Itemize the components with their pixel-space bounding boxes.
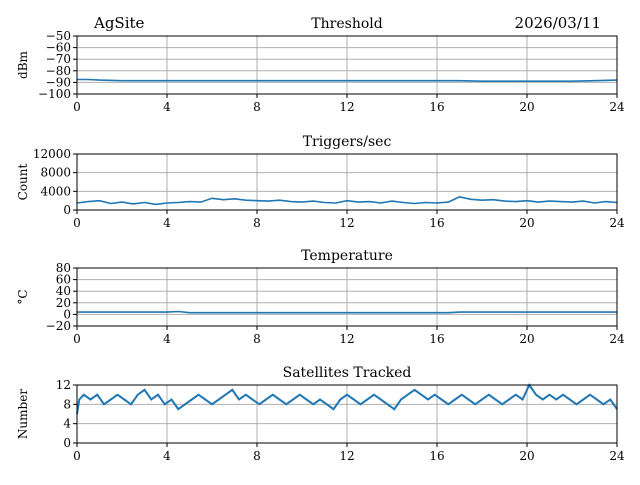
series-line — [76, 382, 618, 415]
y-tick-label: 80 — [56, 261, 71, 275]
x-tick-label: 20 — [519, 216, 534, 230]
y-tick-label: −20 — [46, 319, 71, 333]
x-tick-label: 16 — [429, 100, 444, 114]
y-tick-label: 20 — [56, 296, 71, 310]
x-tick-label: 0 — [73, 100, 81, 114]
y-axis-label: °C — [16, 289, 30, 304]
x-tick-label: 16 — [429, 332, 444, 346]
x-tick-label: 20 — [519, 100, 534, 114]
y-tick-label: −70 — [46, 52, 71, 66]
y-tick-label: −50 — [46, 29, 71, 43]
x-tick-label: 8 — [253, 100, 261, 114]
report-date: 2026/03/11 — [515, 14, 601, 32]
x-tick-label: 8 — [253, 449, 261, 463]
x-tick-label: 4 — [163, 449, 171, 463]
x-tick-label: 12 — [339, 216, 354, 230]
y-axis-label: dBm — [16, 50, 30, 79]
chart-panel-1: 0 4 8 12 16 20 24 0 4000 8000 12000 Triggers/sec Cou… — [16, 134, 625, 230]
y-tick-label: 8000 — [40, 166, 71, 180]
series-line — [76, 196, 618, 206]
chart-panel-0: 0 4 8 12 16 20 24 −100−90−80−70−60−50 Threshold d… — [16, 16, 625, 114]
chart-title: Triggers/sec — [303, 134, 392, 150]
x-tick-label: 0 — [73, 216, 81, 230]
x-tick-label: 16 — [429, 216, 444, 230]
x-tick-label: 4 — [163, 332, 171, 346]
y-tick-label: 40 — [56, 284, 71, 298]
y-tick-label: 12000 — [33, 147, 71, 161]
x-tick-label: 8 — [253, 332, 261, 346]
y-tick-label: 4000 — [40, 184, 71, 198]
x-tick-label: 12 — [339, 449, 354, 463]
x-tick-label: 24 — [609, 100, 625, 114]
y-axis-label: Number — [16, 389, 30, 439]
y-tick-label: 4 — [63, 417, 71, 431]
x-tick-label: 20 — [519, 332, 534, 346]
site-name: AgSite — [93, 14, 145, 32]
y-tick-label: 12 — [56, 378, 71, 392]
x-tick-label: 24 — [609, 449, 625, 463]
y-tick-label: 60 — [56, 273, 71, 287]
x-tick-label: 8 — [253, 216, 261, 230]
x-tick-label: 4 — [163, 100, 171, 114]
series-line — [77, 78, 618, 82]
y-axis-label: Count — [16, 163, 30, 200]
y-tick-label: 0 — [63, 436, 71, 450]
y-tick-label: 0 — [63, 203, 71, 217]
x-tick-label: 20 — [519, 449, 534, 463]
x-tick-label: 12 — [339, 332, 354, 346]
y-tick-label: −60 — [46, 41, 71, 55]
chart-title: Threshold — [311, 16, 382, 32]
series-line — [77, 310, 617, 314]
chart-title: Temperature — [301, 248, 393, 264]
x-tick-label: 24 — [609, 216, 625, 230]
x-tick-label: 0 — [73, 332, 81, 346]
y-tick-label: −80 — [46, 64, 71, 78]
y-tick-label: 0 — [63, 307, 71, 321]
chart-title: Satellites Tracked — [283, 365, 412, 381]
x-tick-label: 16 — [429, 449, 444, 463]
x-tick-label: 24 — [609, 332, 625, 346]
y-tick-label: 8 — [63, 397, 71, 411]
chart-panel-3: 0 4 8 12 16 20 24 0 4 8 12 Satellites Tracked Number — [16, 365, 625, 463]
x-tick-label: 0 — [73, 449, 81, 463]
y-tick-label: −90 — [46, 75, 71, 89]
x-tick-label: 12 — [339, 100, 354, 114]
y-tick-label: −100 — [38, 87, 71, 101]
x-tick-label: 4 — [163, 216, 171, 230]
